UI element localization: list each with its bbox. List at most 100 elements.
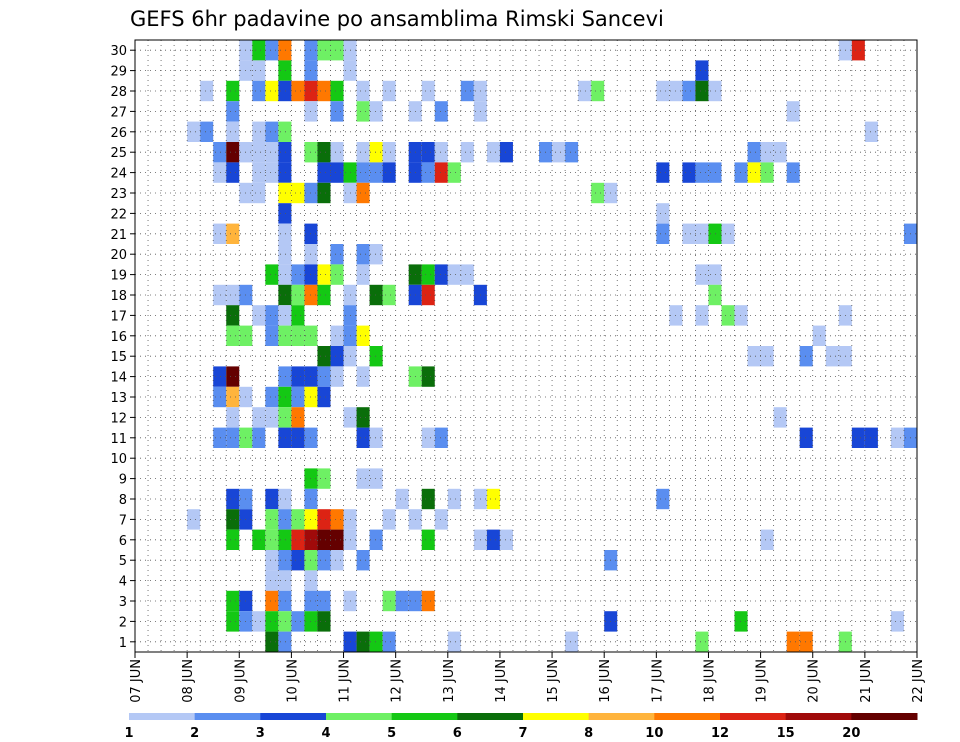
heatmap-cell (226, 142, 240, 163)
heatmap-cell (447, 162, 461, 183)
heatmap-cell (278, 284, 292, 306)
heatmap-cell (265, 570, 279, 591)
heatmap-cell (317, 142, 331, 163)
heatmap-cell (851, 427, 865, 448)
heatmap-cell (708, 264, 722, 285)
heatmap-cell (382, 162, 396, 183)
heatmap-cell (369, 162, 383, 183)
heatmap-cell (499, 529, 513, 550)
heatmap-cell (382, 80, 396, 102)
heatmap-cell (278, 488, 292, 510)
x-tick-label: 15 JUN (546, 659, 561, 703)
color-scale-label: 1 (124, 726, 133, 741)
heatmap-cell (695, 264, 709, 285)
heatmap-cell (460, 264, 474, 285)
heatmap-cell (317, 284, 331, 306)
heatmap-cell (278, 182, 292, 204)
heatmap-cell (265, 590, 279, 612)
heatmap-cell (213, 427, 227, 448)
heatmap-cell (265, 488, 279, 510)
heatmap-cell (291, 182, 305, 204)
heatmap-cell (760, 346, 774, 367)
heatmap-cell (356, 142, 370, 163)
heatmap-cell (252, 305, 266, 326)
heatmap-cell (187, 121, 201, 142)
heatmap-cell (356, 407, 370, 428)
heatmap-cell (656, 162, 670, 183)
heatmap-cell (278, 142, 292, 163)
color-scale-swatch (588, 713, 655, 720)
heatmap-cell (265, 386, 279, 408)
heatmap-cell (317, 529, 331, 550)
heatmap-cell (565, 142, 579, 163)
heatmap-cell (317, 366, 331, 387)
heatmap-cell (213, 284, 227, 306)
color-scale-label: 15 (777, 726, 795, 741)
heatmap-cell (213, 162, 227, 183)
heatmap-cell (734, 162, 748, 183)
heatmap-cell (565, 631, 579, 652)
heatmap-cell (760, 142, 774, 163)
heatmap-cell (369, 468, 383, 489)
y-tick-label: 17 (110, 309, 127, 324)
heatmap-cell (226, 80, 240, 102)
heatmap-cell (434, 142, 448, 163)
heatmap-cell (213, 386, 227, 408)
y-tick-label: 9 (119, 473, 127, 488)
heatmap-cell (890, 611, 904, 632)
heatmap-cell (695, 223, 709, 244)
heatmap-cell (578, 80, 592, 102)
heatmap-cell (434, 427, 448, 448)
y-tick-label: 19 (110, 269, 127, 284)
heatmap-cell (330, 346, 344, 367)
heatmap-cell (265, 162, 279, 183)
heatmap-cell (421, 284, 435, 306)
heatmap-cell (226, 366, 240, 387)
heatmap-cell (382, 631, 396, 652)
color-scale-label: 5 (387, 726, 396, 741)
heatmap-cell (187, 509, 201, 530)
color-scale-label: 20 (842, 726, 860, 741)
x-tick-label: 22 JUN (911, 659, 926, 703)
heatmap-cell (278, 529, 292, 550)
x-axis: 07 JUN 08 JUN 09 JUN 10 JUN 11 JUN 12 JUN 13 J… (129, 652, 926, 703)
heatmap-cell (552, 142, 566, 163)
heatmap-cell (421, 590, 435, 612)
y-tick-label: 24 (110, 167, 127, 182)
heatmap-cell (213, 142, 227, 163)
heatmap-cell (447, 488, 461, 510)
heatmap-cell (382, 590, 396, 612)
heatmap-cell (330, 162, 344, 183)
heatmap-cell (786, 101, 800, 122)
color-scale-swatch (785, 713, 852, 720)
heatmap-cell (330, 142, 344, 163)
plot-frame (134, 39, 918, 653)
heatmap-cell (265, 40, 279, 61)
color-scale-label: 12 (711, 726, 729, 741)
heatmap-cell (252, 40, 266, 61)
y-tick-label: 16 (110, 330, 127, 345)
heatmap-cell (656, 80, 670, 102)
heatmap-cell (486, 529, 500, 550)
heatmap-cell (434, 162, 448, 183)
y-tick-label: 5 (119, 554, 127, 569)
grid-lines (135, 40, 917, 652)
chart-title: GEFS 6hr padavine po ansamblima Rimski S… (130, 7, 664, 31)
heatmap-cell (291, 305, 305, 326)
heatmap-cell (890, 427, 904, 448)
heatmap-cell (356, 101, 370, 122)
color-scale-label: 6 (453, 726, 462, 741)
color-scale-label: 3 (256, 726, 265, 741)
heatmap-cell (356, 80, 370, 102)
y-tick-label: 11 (110, 432, 127, 447)
y-tick-label: 1 (119, 636, 127, 651)
y-tick-label: 8 (119, 493, 127, 508)
heatmap-cell (317, 40, 331, 61)
heatmap-cell (330, 550, 344, 571)
heatmap-cell (395, 488, 409, 510)
heatmap-cell (278, 631, 292, 652)
heatmap-cell (864, 427, 878, 448)
heatmap-cell (851, 40, 865, 61)
heatmap-cell (656, 203, 670, 224)
x-tick-label: 12 JUN (390, 659, 405, 703)
